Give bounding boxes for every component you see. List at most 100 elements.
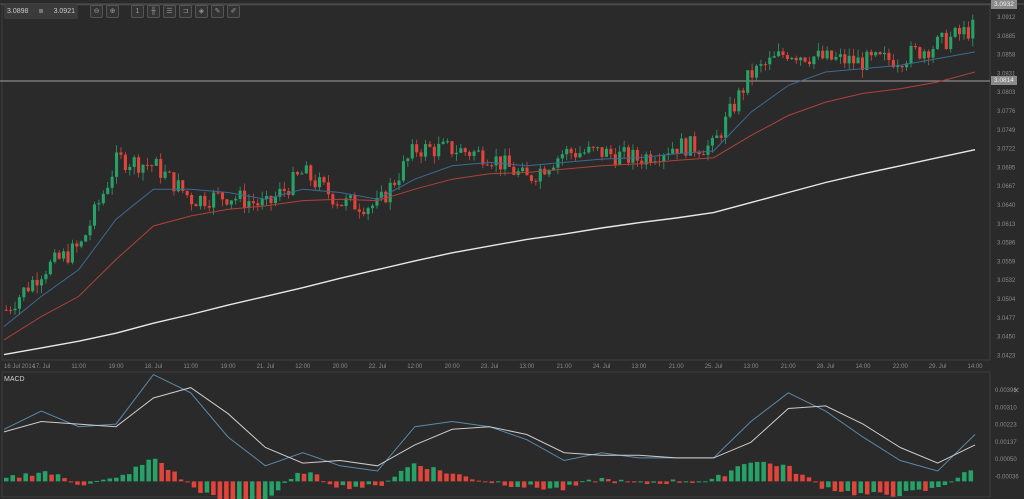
candle [97,203,101,205]
macd-histogram-bar [515,481,520,487]
candle [384,191,388,203]
candle [423,144,428,157]
macd-histogram-bar [722,476,728,482]
candle [313,180,317,188]
indicators-button[interactable]: ☰ [163,4,176,18]
chart-type-icon: ╫ [151,7,156,15]
timeframe-button[interactable]: 1 [131,4,144,18]
price-tick-label: 3.0749 [997,128,1016,134]
templates-button[interactable]: ⊐ [179,4,192,18]
macd-histogram-bar [683,481,689,483]
macd-histogram-bar [88,481,93,484]
macd-histogram-bar [185,481,190,483]
candle [953,27,957,37]
candle [242,190,247,208]
candle [340,204,344,207]
candle [79,241,83,247]
candle [212,192,216,208]
macd-histogram-bar [224,481,229,499]
time-tick-label: 13:00 [631,364,647,370]
candle [115,152,119,177]
macd-histogram-bar [476,480,482,482]
candle [110,176,114,188]
macd-histogram-bar [249,481,255,499]
zoom-in-button[interactable]: ⊕ [106,4,119,18]
macd-histogram-bar [146,459,151,482]
candle [693,136,697,152]
moving-average-line [3,51,976,327]
macd-histogram-bar [521,481,527,488]
moving-average-line [3,149,976,356]
macd-tick-label: 0.00050 [995,457,1017,463]
macd-histogram-bar [560,481,566,491]
candle [393,182,397,185]
macd-histogram-bar [541,481,546,490]
macd-histogram-bar [295,472,300,482]
candle [640,160,644,165]
candle [450,141,454,155]
candle [644,154,648,165]
candle [750,70,754,78]
macd-histogram-bar [16,477,22,482]
edit-button[interactable]: ✎ [211,4,224,18]
macd-histogram-bar [405,467,410,482]
candle [825,50,829,59]
candle [706,145,710,155]
macd-histogram-bar [534,481,540,488]
macd-histogram-bar [580,481,585,483]
quote-box: 3.0898 3.0921 [4,3,78,19]
macd-histogram-bar [42,471,48,482]
candle [724,116,728,138]
chart-type-button[interactable]: ╫ [147,4,160,18]
candle [737,90,741,112]
candle [4,309,8,311]
candle [834,56,838,60]
objects-button[interactable]: ◈ [195,4,208,18]
candle [84,235,88,242]
zoom-out-button[interactable]: ⊖ [90,4,103,18]
macd-histogram-bar [4,477,9,482]
candle [538,168,542,182]
time-tick-label: 21:00 [669,364,685,370]
candle [150,165,154,167]
candle [370,205,375,209]
macd-histogram-bar [657,481,663,484]
candle [838,54,842,57]
candle [225,199,229,205]
candle [777,51,781,57]
macd-histogram-bar [748,462,753,482]
time-tick-label: 22. Jul [369,364,387,370]
macd-histogram-bar [398,470,404,482]
price-tick-label: 3.0912 [997,15,1016,21]
macd-histogram-bar [852,481,857,496]
candle [22,287,26,298]
macd-histogram-bar [308,472,313,482]
macd-histogram-bar [10,475,16,482]
candle [39,279,44,286]
macd-histogram-bar [502,481,507,486]
objects-icon: ◈ [198,7,205,15]
macd-histogram-bar [165,469,171,482]
candle [62,251,66,259]
draw-button[interactable]: ✐ [227,4,240,18]
macd-title: MACD [4,376,25,383]
macd-histogram-bar [735,466,741,482]
candle [459,148,463,153]
macd-histogram-bar [670,479,676,482]
indicators-icon: ☰ [166,7,173,15]
macd-histogram-bar [508,481,514,488]
candle [702,154,706,156]
macd-histogram-bar [703,481,708,483]
macd-histogram-bar [767,463,773,482]
macd-tick-label: 0.00396 [995,388,1017,394]
candle [613,154,617,165]
macd-histogram-bar [340,481,346,486]
candle [379,191,383,199]
macd-histogram-bar [483,481,488,483]
candle [476,150,481,152]
macd-histogram-bar [159,462,164,482]
candle [194,204,198,207]
macd-histogram-bar [936,481,941,488]
close-macd-icon[interactable]: ✕ [1013,386,1020,395]
